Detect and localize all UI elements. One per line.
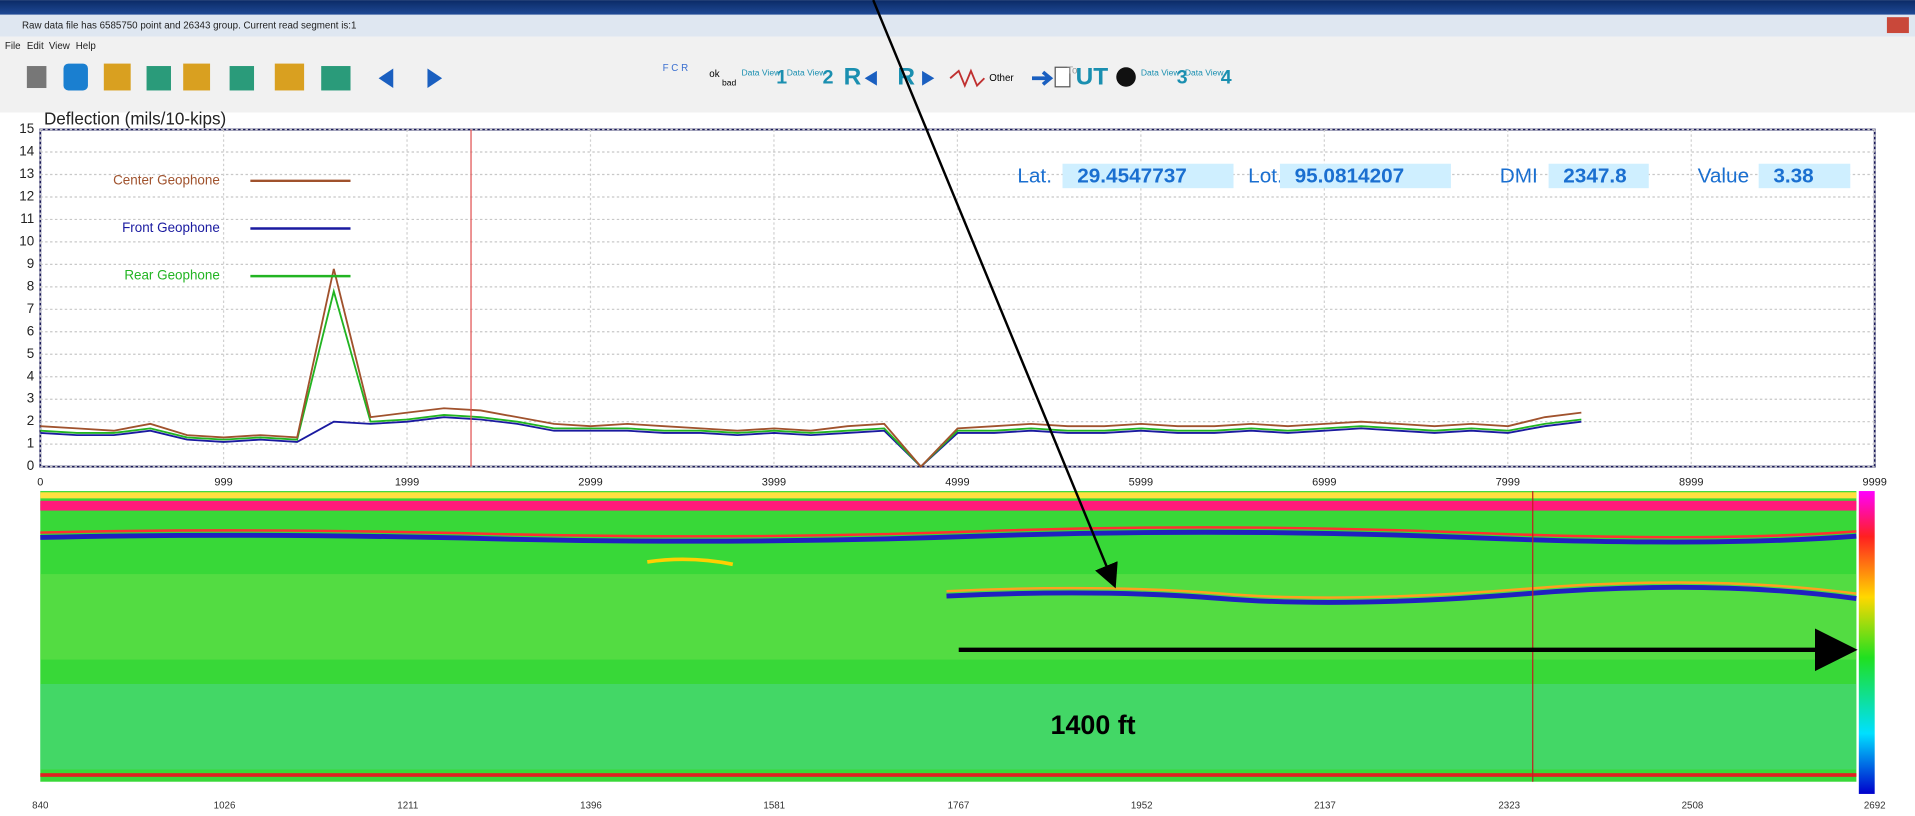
toolbar-label[interactable]: Data View [742, 68, 782, 78]
readout-lot: 95.0814207 [1295, 165, 1405, 188]
readout-dmi-label: DMI [1500, 165, 1538, 188]
radar-tick-label: 1211 [397, 801, 418, 812]
toolbar-label[interactable]: 4 [1221, 66, 1232, 88]
y-tick-label: 4 [27, 368, 35, 383]
radar-tick-label: 2137 [1314, 801, 1336, 812]
y-tick-label: 2 [27, 413, 34, 428]
y-tick-label: 6 [27, 323, 34, 338]
radar-tick-label: 2323 [1498, 801, 1520, 812]
run-button[interactable] [1116, 67, 1136, 87]
tool-icon[interactable] [230, 66, 254, 90]
y-tick-label: 15 [19, 121, 34, 136]
radar-tick-label: 1026 [214, 801, 236, 812]
y-tick-label: 12 [19, 189, 34, 204]
tool-icon[interactable] [321, 66, 350, 90]
menu-item[interactable]: View [49, 41, 71, 52]
radar-band [40, 773, 1856, 777]
x-tick-label: 999 [214, 476, 232, 488]
readout-lat: 29.4547737 [1077, 165, 1187, 188]
radar-tick-label: 1767 [948, 801, 970, 812]
radar-band [40, 492, 1856, 498]
y-tick-label: 1 [27, 436, 34, 451]
close-button[interactable] [1887, 17, 1909, 33]
legend-label: Center Geophone [113, 172, 220, 187]
radar-band [40, 501, 1856, 511]
y-tick-label: 3 [27, 391, 34, 406]
radar-tick-label: 1396 [580, 801, 602, 812]
x-tick-label: 8999 [1679, 476, 1703, 488]
x-tick-label: 4999 [945, 476, 969, 488]
y-tick-label: 11 [20, 211, 34, 226]
y-tick-label: 9 [27, 256, 34, 271]
radar-tick-label: 2508 [1682, 801, 1704, 812]
x-tick-label: 2999 [578, 476, 602, 488]
readout-value-label: Value [1698, 165, 1750, 188]
title-strip [0, 0, 1915, 15]
readout-lat-label: Lat. [1017, 165, 1052, 188]
readout-lot-label: Lot. [1248, 165, 1283, 188]
chart-title: Deflection (mils/10-kips) [44, 109, 226, 128]
legend-label: Front Geophone [122, 220, 220, 235]
menu-item[interactable]: Edit [27, 41, 44, 52]
toolbar-label[interactable]: Data View [787, 68, 827, 78]
y-tick-label: 8 [27, 278, 34, 293]
tool-icon[interactable] [27, 66, 47, 88]
screenshot: Raw data file has 6585750 point and 2634… [0, 0, 1915, 816]
radar-band [40, 684, 1856, 769]
radar-tick-label: 1581 [763, 801, 785, 812]
x-tick-label: 7999 [1496, 476, 1520, 488]
menu-item[interactable]: Help [76, 41, 97, 52]
tool-icon[interactable] [275, 64, 304, 91]
toolbar-label[interactable]: F C R [663, 63, 689, 74]
radar-tick-label: 1952 [1131, 801, 1153, 812]
tool-icon[interactable] [147, 66, 171, 90]
eject-button[interactable] [64, 64, 88, 91]
x-tick-label: 9999 [1862, 476, 1886, 488]
toolbar-label[interactable]: Data View [1185, 68, 1225, 78]
x-tick-label: 5999 [1129, 476, 1153, 488]
legend-label: Rear Geophone [124, 268, 220, 283]
y-tick-label: 0 [27, 458, 34, 473]
tool-icon[interactable] [183, 64, 210, 91]
menu-item[interactable]: File [5, 41, 21, 52]
readout-value: 3.38 [1773, 165, 1813, 188]
y-tick-label: 7 [27, 301, 34, 316]
toolbar-label[interactable]: R [844, 64, 862, 91]
x-tick-label: 3999 [762, 476, 786, 488]
toolbar-label[interactable]: Data View [1141, 68, 1181, 78]
y-tick-label: 13 [19, 166, 34, 181]
window-title: Raw data file has 6585750 point and 2634… [22, 20, 356, 31]
y-tick-label: 14 [19, 144, 34, 159]
x-tick-label: 1999 [395, 476, 419, 488]
toolbar-label[interactable]: Other [989, 73, 1014, 84]
menu-bar: File Edit View Help [5, 41, 96, 52]
x-tick-label: 6999 [1312, 476, 1336, 488]
toolbar-label[interactable]: 2 [823, 66, 834, 88]
page: {"window":{"title":"Raw data file has 65… [0, 0, 1915, 816]
toolbar-label[interactable]: bad [722, 77, 736, 87]
tool-icon[interactable] [104, 64, 131, 91]
y-tick-label: 10 [19, 233, 34, 248]
readout-dmi: 2347.8 [1563, 165, 1626, 188]
radar-band [40, 574, 1856, 659]
radar-tick-label: 840 [32, 801, 49, 812]
radar-tick-label: 2692 [1864, 801, 1886, 812]
toolbar-label[interactable]: 1 [776, 66, 787, 88]
toolbar-label[interactable]: UT [1076, 64, 1109, 91]
color-scale [1859, 491, 1875, 794]
x-tick-label: 0 [37, 476, 43, 488]
distance-label: 1400 ft [1051, 710, 1136, 740]
toolbar-label[interactable]: ok [709, 69, 719, 80]
y-tick-label: 5 [27, 346, 34, 361]
